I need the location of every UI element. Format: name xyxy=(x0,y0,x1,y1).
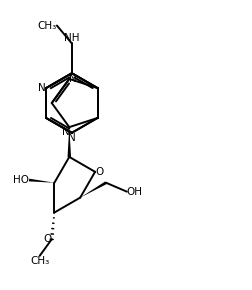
Polygon shape xyxy=(29,179,54,183)
Text: CH₃: CH₃ xyxy=(38,21,57,30)
Text: N: N xyxy=(69,74,77,84)
Text: N: N xyxy=(38,83,46,93)
Text: N: N xyxy=(68,133,76,143)
Text: NH: NH xyxy=(64,33,80,44)
Text: OH: OH xyxy=(127,187,143,197)
Polygon shape xyxy=(68,127,71,157)
Text: CH₃: CH₃ xyxy=(30,256,49,266)
Text: HO: HO xyxy=(13,175,29,185)
Polygon shape xyxy=(80,182,107,197)
Text: N: N xyxy=(61,127,69,137)
Text: O: O xyxy=(95,167,103,177)
Text: O: O xyxy=(43,234,52,244)
